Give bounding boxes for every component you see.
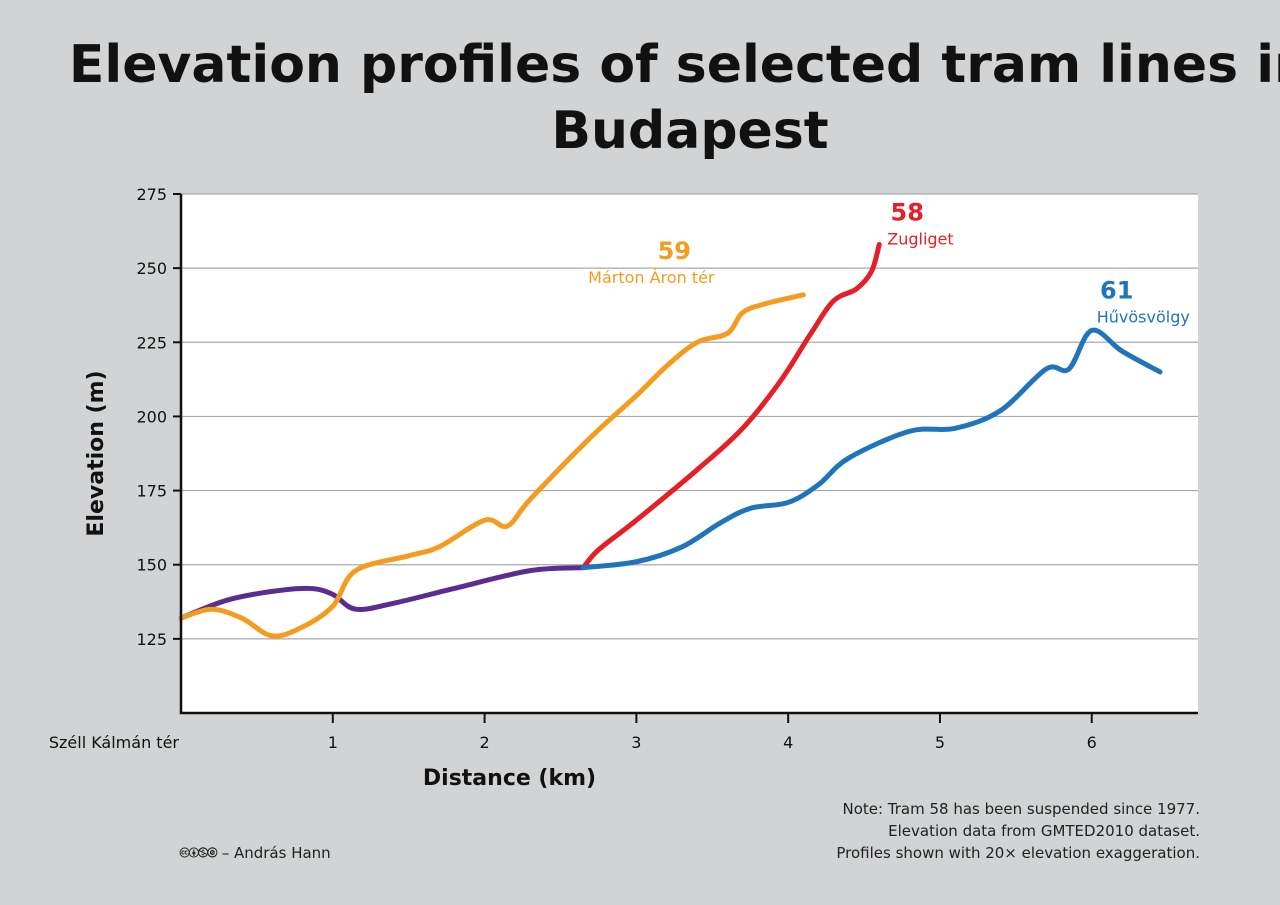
credit: 🅭🅯🄏🄍 – András Hann	[180, 844, 331, 862]
series-line	[178, 565, 586, 621]
series-number-61: 61	[1100, 276, 1133, 304]
x-tick-label: 3	[631, 733, 641, 752]
plot-area	[181, 194, 1198, 713]
y-axis-title: Elevation (m)	[84, 370, 109, 536]
series-line-58	[580, 241, 882, 571]
series-number-59: 59	[658, 237, 691, 265]
note-line: Profiles shown with 20× elevation exagge…	[836, 844, 1200, 862]
series-line-61	[580, 327, 1163, 571]
chart-title: Elevation profiles of selected tram line…	[68, 35, 1280, 161]
x-axis-title: Distance (km)	[423, 766, 596, 791]
x-tick-label: 6	[1087, 733, 1097, 752]
y-tick-label: 200	[136, 407, 167, 426]
y-tick-label: 250	[136, 259, 167, 278]
grid-lines	[181, 193, 1198, 713]
notes: Note: Tram 58 has been suspended since 1…	[836, 798, 1200, 864]
note-line: Elevation data from GMTED2010 dataset.	[888, 822, 1200, 840]
y-tick-label: 150	[136, 556, 167, 575]
y-tick-label: 225	[136, 333, 167, 352]
series-number-58: 58	[891, 198, 924, 226]
axes: 125 150 175 200 225 250 275 Széll Kálmán tér 1 2 3…	[49, 185, 1198, 791]
y-tick-label: 175	[136, 482, 167, 501]
series-line-59	[178, 292, 806, 639]
series-labels: 59 Márton Áron tér 58 Zugliget 61 Hűvösvölgy	[588, 198, 1190, 326]
x-tick-label: 5	[935, 733, 945, 752]
x-tick-label: 4	[783, 733, 793, 752]
series-terminus-61: Hűvösvölgy	[1097, 307, 1190, 326]
y-tick-label: 275	[136, 185, 167, 204]
x-tick-label: 1	[328, 733, 338, 752]
y-tick-label: 125	[136, 630, 167, 649]
series-terminus-59: Márton Áron tér	[588, 268, 715, 287]
x-tick-label: Széll Kálmán tér	[49, 733, 180, 752]
x-tick-label: 2	[479, 733, 489, 752]
series-terminus-58: Zugliget	[887, 229, 953, 248]
series-lines	[178, 241, 1163, 639]
note-line: Note: Tram 58 has been suspended since 1…	[842, 800, 1200, 818]
